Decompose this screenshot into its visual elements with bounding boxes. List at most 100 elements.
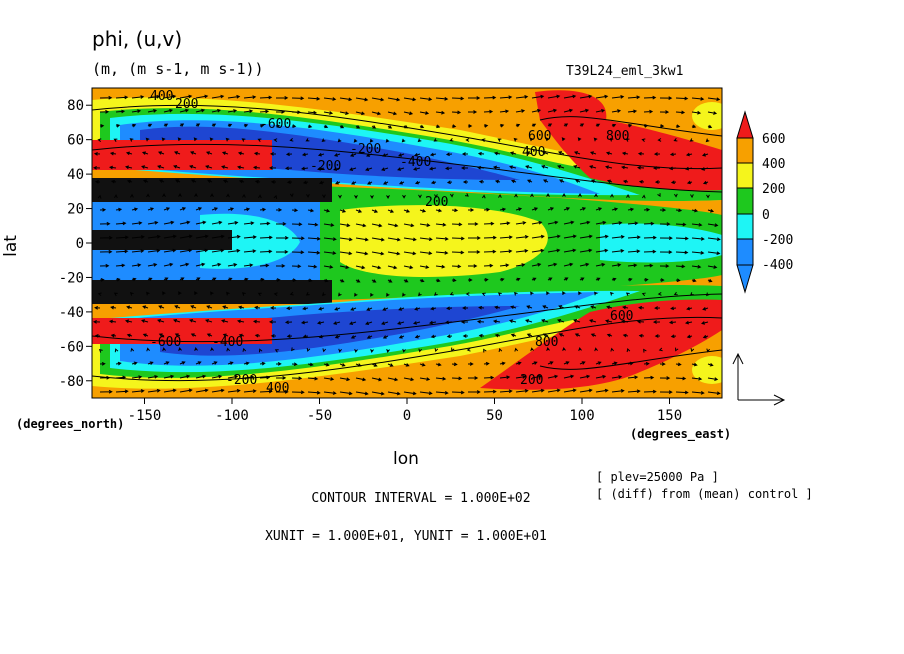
wind-vector — [627, 207, 635, 212]
wind-vector — [227, 277, 233, 282]
wind-vector — [435, 390, 449, 395]
wind-vector — [451, 124, 457, 129]
wind-vector — [563, 361, 570, 365]
wind-vector — [286, 306, 293, 311]
wind-vector — [173, 151, 181, 155]
wind-vector — [253, 165, 261, 170]
wind-vector — [131, 375, 143, 379]
wind-vector — [307, 390, 321, 395]
wind-vector — [403, 97, 417, 102]
wind-vector — [691, 362, 698, 367]
wind-vector — [210, 193, 214, 198]
wind-vector — [690, 348, 695, 353]
wind-vector — [175, 179, 181, 183]
wind-vector — [430, 180, 437, 185]
wind-vector — [414, 180, 421, 185]
wind-vector — [190, 333, 197, 337]
wind-vector — [445, 166, 453, 171]
wind-vector — [147, 248, 161, 253]
wind-vector — [675, 347, 679, 352]
wind-vector — [259, 361, 266, 366]
wind-vector — [611, 123, 617, 128]
wind-vector — [625, 138, 630, 142]
plot-area — [92, 88, 722, 398]
wind-vector — [354, 348, 358, 353]
wind-vector — [259, 221, 271, 226]
wind-vector — [451, 347, 455, 352]
wind-vector — [385, 138, 390, 143]
wind-vector — [589, 165, 597, 169]
wind-vector — [451, 362, 458, 367]
wind-vector — [302, 180, 309, 185]
contour-label: 400 — [522, 145, 545, 160]
wind-vector — [227, 207, 235, 211]
wind-vector — [130, 347, 135, 352]
wind-vector — [547, 94, 561, 99]
wind-vector — [349, 153, 357, 157]
wind-vector — [499, 95, 513, 100]
wind-vector — [254, 179, 261, 184]
wind-vector — [606, 179, 613, 184]
wind-vector — [419, 251, 433, 256]
wind-vector — [291, 250, 305, 255]
wind-vector — [211, 94, 225, 99]
wind-vector — [382, 181, 389, 185]
wind-vector — [609, 291, 614, 296]
wind-vector — [210, 347, 214, 352]
wind-vector — [531, 388, 545, 393]
wind-vector — [547, 123, 553, 127]
wind-vector — [675, 110, 686, 115]
wind-vector — [659, 390, 673, 394]
wind-vector — [291, 264, 302, 269]
wind-vector — [403, 223, 415, 228]
wind-vector — [643, 348, 647, 353]
wind-vector — [129, 292, 134, 296]
wind-vector — [434, 348, 439, 353]
wind-vector — [317, 166, 325, 171]
wind-vector — [611, 361, 618, 366]
y-axis-label: lat — [1, 235, 21, 257]
wind-vector — [670, 306, 677, 311]
wind-vector — [465, 193, 469, 197]
wind-vector — [339, 237, 353, 242]
wind-vector — [99, 124, 105, 128]
wind-vector — [269, 166, 277, 170]
wind-vector — [435, 110, 446, 115]
wind-vector — [284, 320, 293, 325]
wind-vector — [595, 220, 607, 225]
wind-vector — [195, 234, 209, 239]
wind-vector — [449, 291, 454, 296]
wind-vector — [467, 264, 478, 268]
wind-vector — [242, 347, 247, 352]
wind-vector — [206, 333, 213, 337]
wind-vector — [289, 193, 294, 198]
wind-vector — [302, 334, 309, 339]
wind-vector — [371, 251, 385, 256]
wind-vector — [147, 374, 159, 379]
wind-vector — [669, 152, 677, 157]
wind-vector — [621, 165, 629, 170]
wind-vector — [419, 278, 425, 283]
wind-vector — [305, 138, 310, 142]
wind-vector — [402, 348, 406, 353]
wind-vector — [579, 361, 586, 365]
wind-vector — [513, 137, 518, 142]
wind-vector — [691, 222, 703, 227]
wind-vector — [206, 179, 213, 183]
wind-vector — [259, 95, 273, 100]
wind-vector — [353, 138, 358, 143]
diff-note: [ (diff) from (mean) control ] — [596, 487, 813, 501]
wind-vector — [307, 278, 313, 283]
y-axis-ticks: -80 -60 -40 -20 0 20 40 60 80 — [59, 98, 92, 390]
wind-vector — [494, 305, 501, 310]
wind-vector — [589, 319, 597, 323]
wind-vector — [578, 291, 582, 296]
x-tick-label: -100 — [215, 408, 249, 424]
wind-vector — [451, 278, 457, 283]
wind-vector — [525, 151, 533, 155]
wind-vector — [653, 152, 661, 156]
wind-vector — [275, 278, 281, 282]
wind-vector — [131, 221, 143, 225]
wind-vector — [510, 179, 517, 184]
